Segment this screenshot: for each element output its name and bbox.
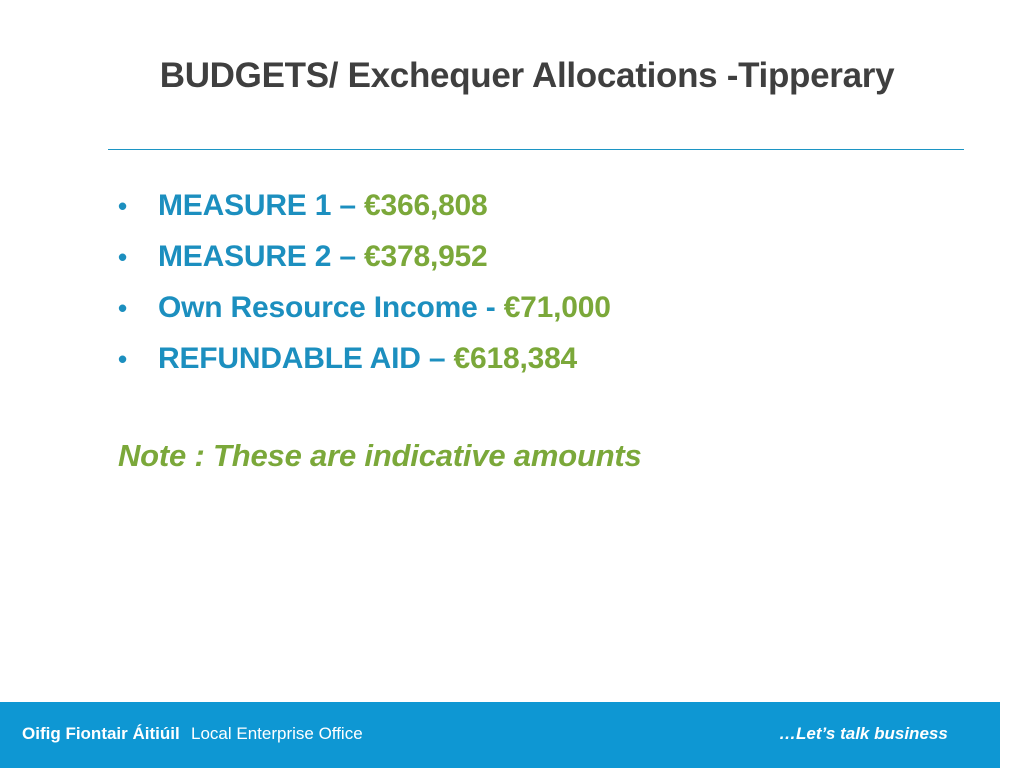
measure-amount: €378,952 (364, 240, 488, 273)
bullet-icon: • (118, 293, 127, 323)
bullet-icon: • (118, 242, 127, 272)
footer-irish-name: Oifig Fiontair Áitiúil (22, 724, 180, 743)
measure-amount: €618,384 (453, 342, 578, 375)
bullet-icon: • (118, 344, 127, 374)
measure-amount: €71,000 (503, 291, 611, 324)
slide-title: BUDGETS/ Exchequer Allocations -Tipperar… (159, 56, 895, 95)
measure-label: Own Resource Income - (158, 291, 504, 324)
measure-label: MEASURE 2 – (158, 240, 364, 273)
measure-amount: €366,808 (364, 189, 488, 222)
measure-label: MEASURE 1 – (158, 189, 364, 222)
title-divider (108, 149, 964, 150)
footer-english-name: Local Enterprise Office (191, 724, 363, 743)
bullet-icon: • (118, 191, 127, 221)
measure-label: REFUNDABLE AID – (158, 342, 454, 375)
footer-banner: Oifig Fiontair Áitiúil Local Enterprise … (0, 702, 1000, 768)
footer-tagline: …Let’s talk business (779, 724, 948, 743)
indicative-note: Note : These are indicative amounts (118, 438, 642, 473)
